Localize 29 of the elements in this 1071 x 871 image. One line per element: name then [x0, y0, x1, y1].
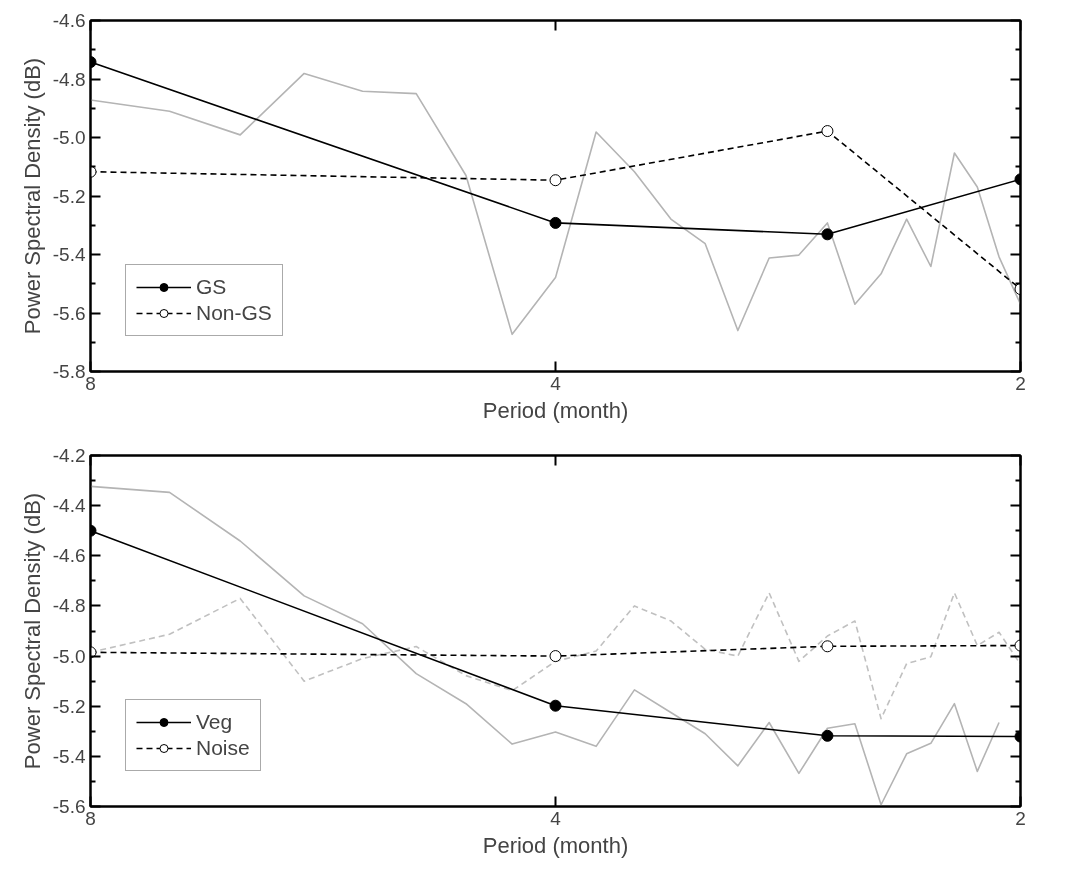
y-tick-label: -4.2 [52, 445, 86, 466]
y-tick-label: -5.2 [52, 185, 86, 207]
x-axis-title: Period (month) [482, 397, 629, 423]
y-tick-label: -5.6 [52, 302, 86, 324]
x-tick-label: 4 [550, 807, 562, 829]
y-tick-label: -4.8 [52, 68, 86, 90]
y-tick-label: -4.6 [52, 545, 86, 567]
y-tick-label: -5.0 [52, 645, 86, 667]
y-axis-title: Power Spectral Density (dB) [19, 57, 45, 335]
y-tick-label: -5.4 [52, 244, 86, 265]
legend-label: Noise [196, 736, 250, 760]
y-axis-title: Power Spectral Density (dB) [19, 492, 45, 770]
y-tick-label: -5.4 [52, 745, 86, 767]
x-tick-label: 8 [85, 807, 96, 829]
y-tick-label: -5.8 [52, 361, 86, 382]
x-tick-label: 2 [1015, 372, 1026, 394]
y-tick-label: -5.6 [52, 796, 86, 817]
legend-label: Non-GS [196, 301, 272, 325]
x-axis-title: Period (month) [482, 832, 629, 858]
y-tick-label: -5.2 [52, 695, 86, 717]
y-tick-label: -4.4 [52, 495, 86, 517]
legend-label: GS [196, 275, 227, 299]
y-tick-label: -5.0 [52, 127, 86, 148]
legend-label: Veg [196, 710, 233, 734]
x-tick-label: 8 [85, 372, 96, 394]
y-tick-label: -4.8 [52, 595, 86, 617]
y-tick-label: -4.6 [52, 10, 86, 31]
x-tick-label: 4 [550, 372, 562, 394]
x-tick-label: 2 [1015, 807, 1026, 829]
